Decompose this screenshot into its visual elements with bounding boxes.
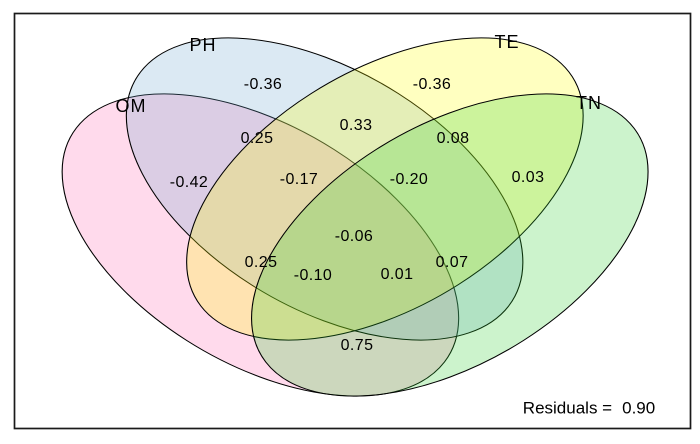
region-value-om-ph-tn: 0.01 [380,266,414,283]
region-value-center-all: -0.06 [334,228,374,245]
region-value-ph: -0.36 [243,76,283,93]
region-value-te: -0.36 [412,76,452,93]
region-value-te-tn: 0.08 [436,130,470,147]
region-value-tn: 0.03 [511,169,545,186]
set-label-tn: TN [576,93,602,113]
region-value-ph-tn: 0.07 [435,254,469,271]
residuals-value: 0.90 [622,398,656,418]
residuals-label: Residuals = [522,398,613,418]
te-ellipse [186,37,584,341]
region-value-om-ph-te: -0.17 [279,171,319,188]
region-value-ph-te: 0.33 [339,117,373,134]
set-label-te: TE [494,32,520,52]
region-value-om-ph: 0.25 [240,130,274,147]
om-ellipse [61,93,460,397]
tn-ellipse [250,93,649,397]
set-label-om: OM [115,96,147,116]
region-value-ph-te-tn: -0.20 [389,171,429,188]
region-value-om-te-tn: -0.10 [293,267,333,284]
region-value-om-tn: 0.75 [340,337,374,354]
residuals-annotation: Residuals = 0.90 [523,400,655,417]
set-label-ph: PH [189,35,217,55]
region-value-om-te: 0.25 [244,254,278,271]
plot-frame [13,12,692,430]
region-value-om: -0.42 [169,174,209,191]
